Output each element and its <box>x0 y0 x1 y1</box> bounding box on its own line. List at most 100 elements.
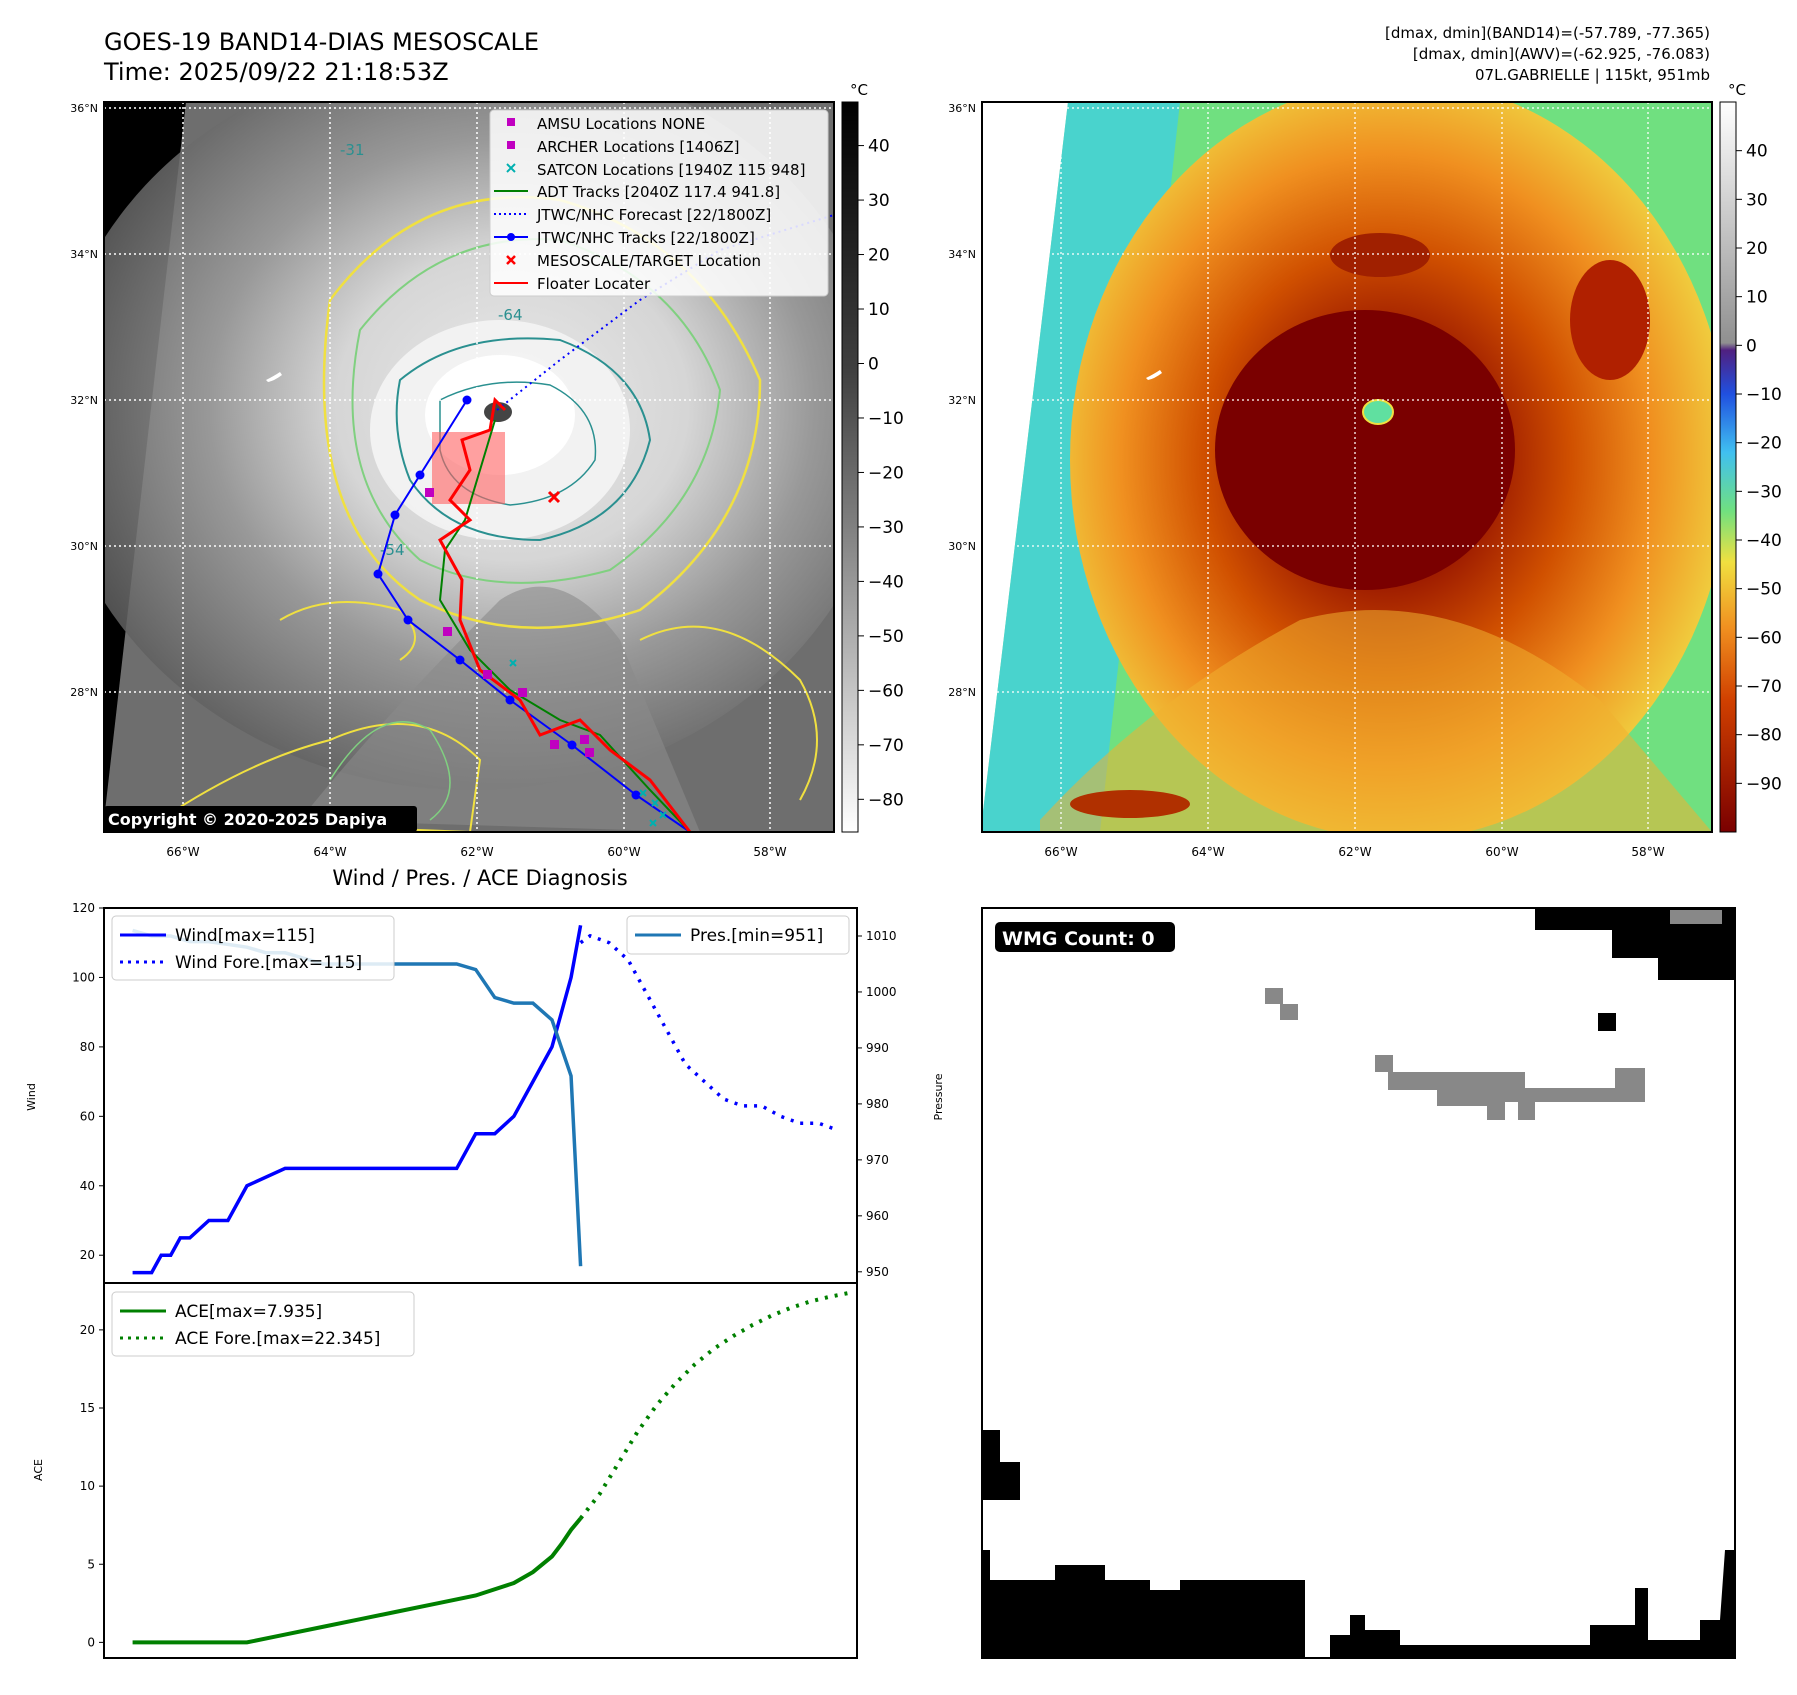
pressure-axis-label: Pressure <box>932 1073 945 1120</box>
lon-label-62-l: 62°W <box>460 845 493 859</box>
wind-ytick-label-5: 20 <box>80 1248 95 1262</box>
pressure-ytick-label-1: 1000 <box>866 985 897 999</box>
awv-range: [dmax, dmin](AWV)=(-62.925, -76.083) <box>1413 45 1710 63</box>
colorbar-right-tick-label-4: 0 <box>1746 336 1757 356</box>
lon-label-60-l: 60°W <box>607 845 640 859</box>
map-legend: AMSU Locations NONE ARCHER Locations [14… <box>489 109 829 297</box>
pressure-ytick-label-2: 990 <box>866 1041 889 1055</box>
color-ir-colorbar: °C 40 30 20 10 0 −10 −20 −30 −40 −50 −60 −70 −80 −90 <box>1719 81 1782 833</box>
colorbar-left-tick-label-0: 40 <box>868 137 890 157</box>
diagnosis-title: Wind / Pres. / ACE Diagnosis <box>332 866 627 890</box>
wmg-count-label: WMG Count: 0 <box>1002 928 1155 950</box>
wind-fore-legend-label: Wind Fore.[max=115] <box>175 953 362 973</box>
pressure-legend <box>626 915 850 955</box>
ace-legend <box>111 1291 415 1357</box>
contour-label-31: -31 <box>340 141 365 159</box>
wind-ytick-label-2: 80 <box>80 1040 95 1054</box>
lon-label-58-r: 58°W <box>1631 845 1664 859</box>
colorbar-right-tick-label-0: 40 <box>1746 142 1768 162</box>
colorbar-left-tick-label-11: −70 <box>868 736 904 756</box>
ace-ytick-label-4: 0 <box>87 1635 95 1649</box>
lat-label-28-l: 28°N <box>70 686 98 699</box>
lon-label-64-r: 64°W <box>1191 845 1224 859</box>
ace-ytick-label-3: 5 <box>87 1557 95 1571</box>
pressure-ytick-label-4: 970 <box>866 1153 889 1167</box>
pressure-legend-label: Pres.[min=951] <box>690 926 823 946</box>
ir-map-panel: -31 -54 -64 <box>70 101 835 859</box>
wind-ytick-label-1: 100 <box>72 970 95 984</box>
colorbar-right-tick-label-3: 10 <box>1746 288 1768 308</box>
floater-locater-line <box>438 396 692 832</box>
colorbar-left-tick-label-1: 30 <box>868 191 890 211</box>
lon-label-60-r: 60°W <box>1485 845 1518 859</box>
legend-adt: ADT Tracks [2040Z 117.4 941.8] <box>537 183 780 201</box>
figure-title: GOES-19 BAND14-DIAS MESOSCALE <box>104 28 539 56</box>
legend-jtwc-forecast: JTWC/NHC Forecast [22/1800Z] <box>536 206 771 224</box>
wmg-count-box <box>995 922 1175 952</box>
lat-label-32-l: 32°N <box>70 394 98 407</box>
lon-label-66-l: 66°W <box>166 845 199 859</box>
colorbar-right-tick-label-6: −20 <box>1746 434 1782 454</box>
legend-target: MESOSCALE/TARGET Location <box>537 252 761 270</box>
legend-floater: Floater Locater <box>537 275 651 293</box>
colorbar-right-unit: °C <box>1728 81 1746 99</box>
colorbar-left-tick-label-3: 10 <box>868 300 890 320</box>
series-line-0 <box>132 925 583 1275</box>
lat-label-32-r: 32°N <box>948 394 976 407</box>
mesoscale-target-marker <box>547 490 561 504</box>
wind-ytick-label-4: 40 <box>80 1179 95 1193</box>
lat-label-36-l: 36°N <box>70 102 98 115</box>
ace-legend-label: ACE[max=7.935] <box>175 1302 322 1322</box>
colorbar-left-tick-label-5: −10 <box>868 409 904 429</box>
pressure-ytick-label-5: 960 <box>866 1209 889 1223</box>
colorbar-left-tick-label-4: 0 <box>868 354 879 374</box>
lat-label-30-l: 30°N <box>70 540 98 553</box>
colorbar-right-tick-label-1: 30 <box>1746 190 1768 210</box>
copyright-box <box>104 806 417 832</box>
legend-amsu: AMSU Locations NONE <box>537 115 705 133</box>
legend-archer: ARCHER Locations [1406Z] <box>537 138 740 156</box>
colorbar-right-tick-label-2: 20 <box>1746 239 1768 259</box>
colorbar-right-tick-label-13: −90 <box>1746 774 1782 794</box>
lon-label-66-r: 66°W <box>1044 845 1077 859</box>
wind-ytick-label-0: 120 <box>72 901 95 915</box>
colorbar-left-tick-label-7: −30 <box>868 518 904 538</box>
pressure-ytick-label-3: 980 <box>866 1097 889 1111</box>
copyright-text: Copyright © 2020-2025 Dapiya <box>108 810 387 829</box>
colorbar-right-tick-label-10: −60 <box>1746 628 1782 648</box>
jtwc-forecast-line <box>496 214 834 411</box>
ir-colorbar: °C 40 30 20 10 0 −10 −20 −30 −40 −50 −60 −70 −80 <box>841 81 904 833</box>
colorbar-right-tick-label-5: −10 <box>1746 385 1782 405</box>
contour-label-64: -64 <box>498 306 523 324</box>
color-ir-map-panel: 36°N 34°N 32°N 30°N 28°N 66°W 64°W 62°W … <box>948 101 1713 859</box>
lat-label-34-l: 34°N <box>70 248 98 261</box>
ace-ytick-label-0: 20 <box>80 1323 95 1337</box>
colorbar-right-tick-label-9: −50 <box>1746 580 1782 600</box>
lon-label-62-r: 62°W <box>1338 845 1371 859</box>
storm-info: 07L.GABRIELLE | 115kt, 951mb <box>1475 66 1710 84</box>
colorbar-right-tick-label-7: −30 <box>1746 482 1782 502</box>
wind-axis-label: Wind <box>25 1083 38 1111</box>
wind-legend-label: Wind[max=115] <box>175 926 315 946</box>
colorbar-right-tick-label-12: −80 <box>1746 726 1782 746</box>
colorbar-left-tick-label-8: −40 <box>868 572 904 592</box>
colorbar-left-unit: °C <box>850 81 868 99</box>
legend-satcon: SATCON Locations [1940Z 115 948] <box>537 161 805 179</box>
ace-ytick-label-1: 15 <box>80 1401 95 1415</box>
colorbar-left-tick-label-10: −60 <box>868 681 904 701</box>
wind-ytick-label-3: 60 <box>80 1109 95 1123</box>
lat-label-34-r: 34°N <box>948 248 976 261</box>
pressure-ytick-label-0: 1010 <box>866 929 897 943</box>
colorbar-left-tick-label-2: 20 <box>868 246 890 266</box>
colorbar-right-tick-label-11: −70 <box>1746 677 1782 697</box>
lon-label-64-l: 64°W <box>313 845 346 859</box>
colorbar-left-tick-label-12: −80 <box>868 790 904 810</box>
lat-label-36-r: 36°N <box>948 102 976 115</box>
ace-axis-label: ACE <box>32 1459 45 1481</box>
colorbar-left-tick-label-9: −50 <box>868 627 904 647</box>
lat-label-28-r: 28°N <box>948 686 976 699</box>
pressure-ytick-label-6: 950 <box>866 1265 889 1279</box>
lon-label-58-l: 58°W <box>753 845 786 859</box>
